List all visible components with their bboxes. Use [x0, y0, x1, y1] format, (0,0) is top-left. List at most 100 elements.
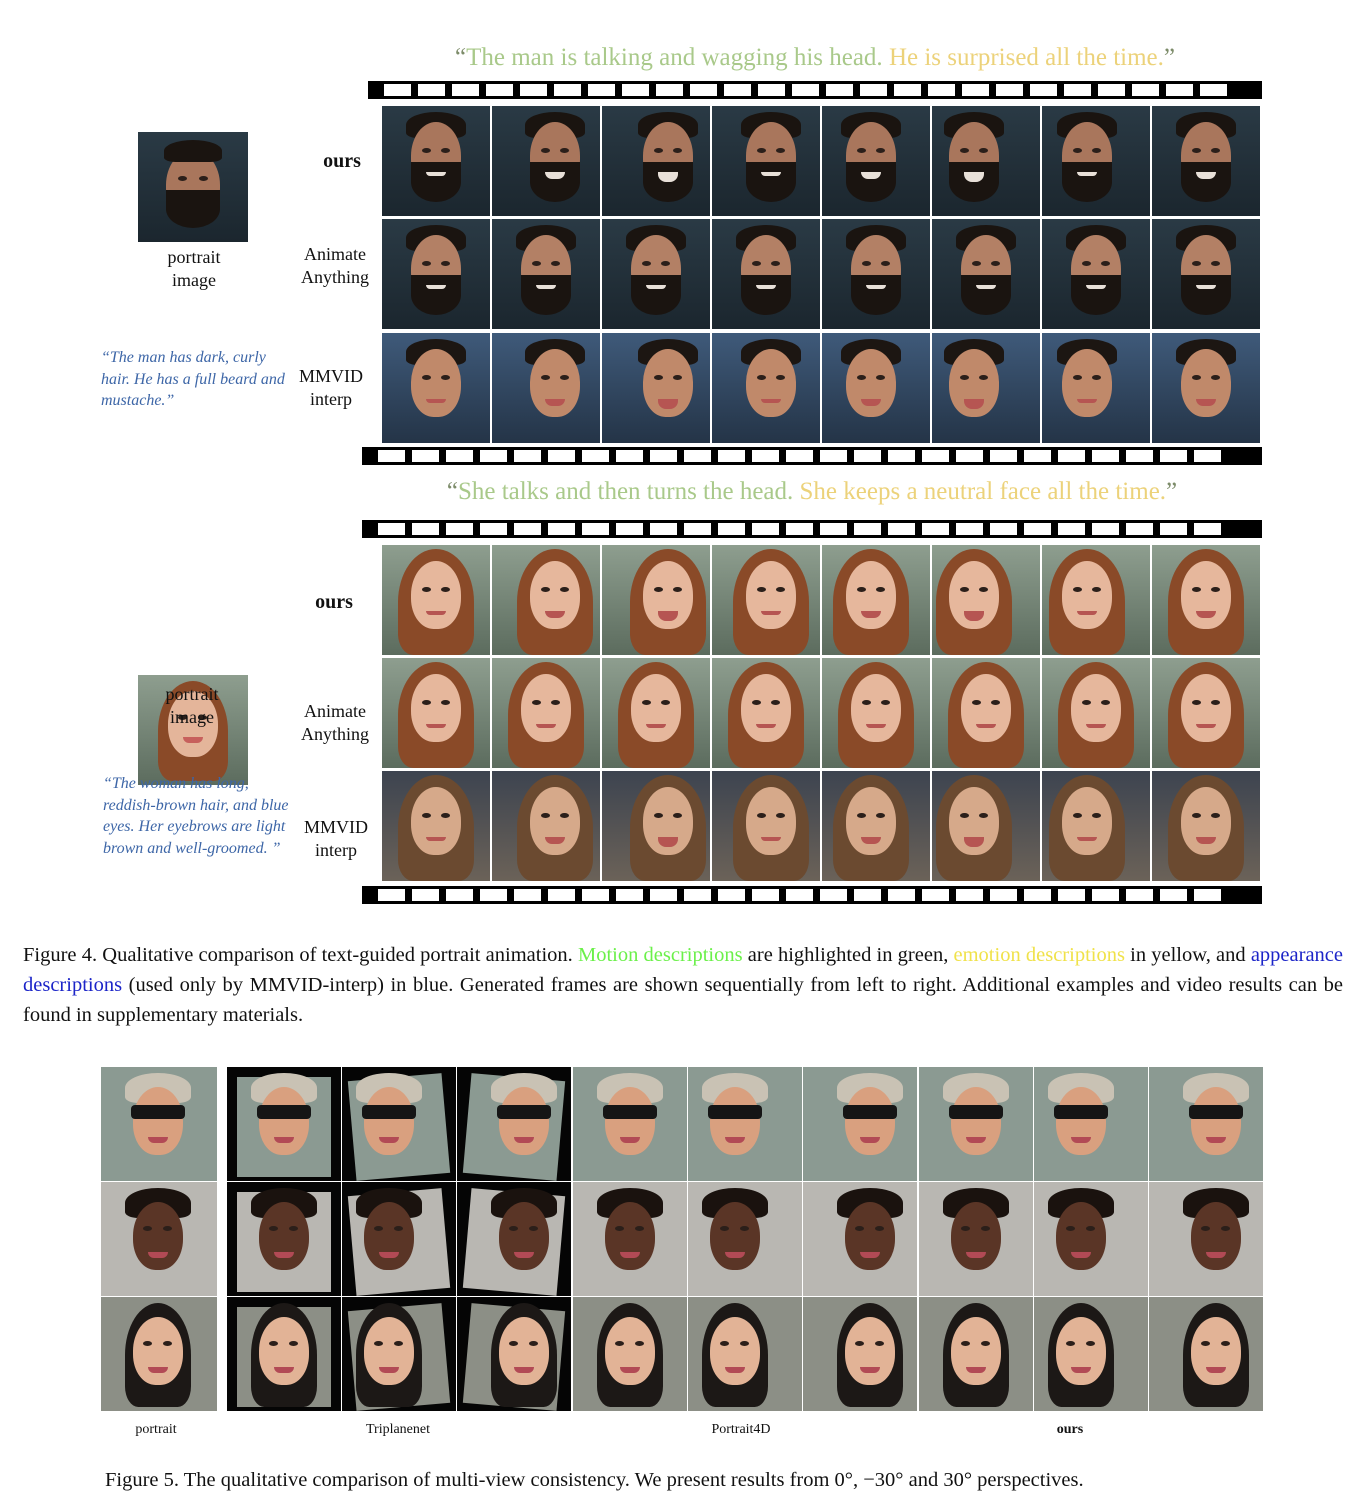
- video-frame: [1152, 106, 1260, 216]
- appearance-description: “The woman has long, reddish-brown hair,…: [103, 775, 289, 857]
- video-frame: [822, 219, 930, 329]
- film-hole: [418, 84, 445, 96]
- comparison-image: [227, 1067, 341, 1181]
- film-hole: [956, 889, 983, 901]
- video-frame: [602, 333, 710, 443]
- video-frame: [712, 545, 820, 655]
- comparison-image: [919, 1067, 1033, 1181]
- film-hole: [1024, 889, 1051, 901]
- comparison-image: [342, 1067, 456, 1181]
- comparison-image: [101, 1067, 217, 1181]
- video-frame: [492, 219, 600, 329]
- emotion-description: He is surprised all the time.: [888, 44, 1164, 71]
- film-hole: [452, 84, 479, 96]
- comparison-image: [688, 1297, 802, 1411]
- film-hole: [650, 889, 677, 901]
- film-hole: [412, 889, 439, 901]
- film-hole: [1092, 450, 1119, 462]
- film-hole: [854, 450, 881, 462]
- column-label-portrait: portrait: [135, 1422, 177, 1437]
- video-frame: [932, 106, 1040, 216]
- comparison-image: [919, 1182, 1033, 1296]
- frames-animate-2: [382, 658, 1260, 768]
- comparison-image: [227, 1297, 341, 1411]
- film-hole: [582, 889, 609, 901]
- video-frame: [602, 771, 710, 881]
- comparison-image: [1034, 1182, 1148, 1296]
- row-label-animate-anything: Animate Anything: [300, 244, 369, 287]
- video-frame: [382, 219, 490, 329]
- film-hole: [922, 889, 949, 901]
- quote-open: “: [446, 478, 458, 505]
- row-label-ours: ours: [323, 150, 361, 172]
- video-frame: [712, 106, 820, 216]
- caption-prefix: Figure 4. Qualitative comparison of text…: [23, 944, 573, 966]
- film-hole: [1132, 84, 1159, 96]
- example2-quote: “She talks and then turns the head. She …: [362, 478, 1262, 506]
- motion-description: The man is talking and wagging his head.: [466, 44, 883, 71]
- film-hole: [480, 523, 507, 535]
- film-hole: [996, 84, 1023, 96]
- film-hole: [1166, 84, 1193, 96]
- figure5-caption: Figure 5. The qualitative comparison of …: [105, 1469, 1084, 1491]
- video-frame: [1042, 545, 1150, 655]
- caption-suffix: (used only by MMVID-interp) in blue. Gen…: [23, 974, 1344, 1026]
- row-label-ours: ours: [315, 591, 353, 613]
- video-frame: [822, 771, 930, 881]
- video-frame: [492, 545, 600, 655]
- video-frame: [602, 545, 710, 655]
- frames-ours-2: [382, 545, 1260, 655]
- comparison-image: [1034, 1297, 1148, 1411]
- comparison-image: [227, 1182, 341, 1296]
- film-hole: [1024, 523, 1051, 535]
- comparison-image: [101, 1297, 217, 1411]
- figure4-caption: Figure 4. Qualitative comparison of text…: [23, 940, 1343, 1030]
- comparison-image: [101, 1182, 217, 1296]
- video-frame: [932, 771, 1040, 881]
- film-hole: [684, 889, 711, 901]
- video-frame: [932, 333, 1040, 443]
- film-hole: [554, 84, 581, 96]
- film-hole: [956, 523, 983, 535]
- film-hole: [792, 84, 819, 96]
- film-hole: [1160, 889, 1187, 901]
- portrait-label: portrait image: [167, 247, 221, 290]
- video-frame: [492, 771, 600, 881]
- film-hole: [786, 889, 813, 901]
- column-label-ours: ours: [1056, 1422, 1084, 1437]
- film-hole: [860, 84, 887, 96]
- comparison-image: [1149, 1067, 1263, 1181]
- film-hole: [1058, 889, 1085, 901]
- film-hole: [514, 523, 541, 535]
- video-frame: [822, 545, 930, 655]
- film-hole: [1092, 889, 1119, 901]
- film-hole: [820, 889, 847, 901]
- caption-appearance: appearance descriptions: [23, 944, 1343, 996]
- frames-animate-1: [382, 219, 1260, 329]
- comparison-image: [688, 1182, 802, 1296]
- caption-mid1: are highlighted in green,: [747, 944, 949, 966]
- film-hole: [446, 450, 473, 462]
- film-hole: [446, 889, 473, 901]
- film-hole: [1098, 84, 1125, 96]
- film-hole: [622, 84, 649, 96]
- film-hole: [520, 84, 547, 96]
- video-frame: [1042, 333, 1150, 443]
- comparison-image: [919, 1297, 1033, 1411]
- film-hole: [786, 523, 813, 535]
- film-hole: [928, 84, 955, 96]
- film-hole: [990, 889, 1017, 901]
- video-frame: [602, 219, 710, 329]
- film-hole: [1194, 523, 1221, 535]
- video-frame: [602, 106, 710, 216]
- film-hole: [656, 84, 683, 96]
- film-hole: [1160, 523, 1187, 535]
- comparison-image: [573, 1182, 687, 1296]
- appearance-description: “The man has dark, curly hair. He has a …: [101, 349, 285, 409]
- film-hole: [752, 450, 779, 462]
- film-hole: [1194, 450, 1221, 462]
- video-frame: [822, 106, 930, 216]
- video-frame: [382, 333, 490, 443]
- frames-mmvid-1: [382, 333, 1260, 443]
- column-label-portrait4d: Portrait4D: [711, 1422, 771, 1437]
